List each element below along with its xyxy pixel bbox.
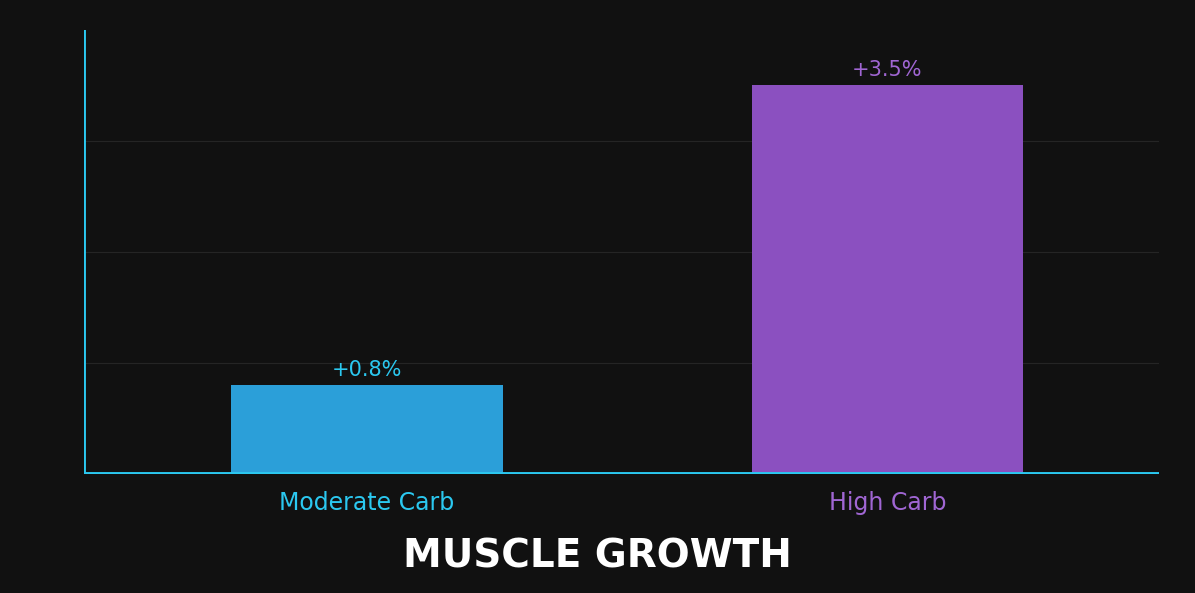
Bar xyxy=(231,385,503,474)
Text: +3.5%: +3.5% xyxy=(852,60,923,79)
Bar xyxy=(752,85,1023,474)
Text: +0.8%: +0.8% xyxy=(331,360,402,380)
Text: MUSCLE GROWTH: MUSCLE GROWTH xyxy=(403,537,792,575)
